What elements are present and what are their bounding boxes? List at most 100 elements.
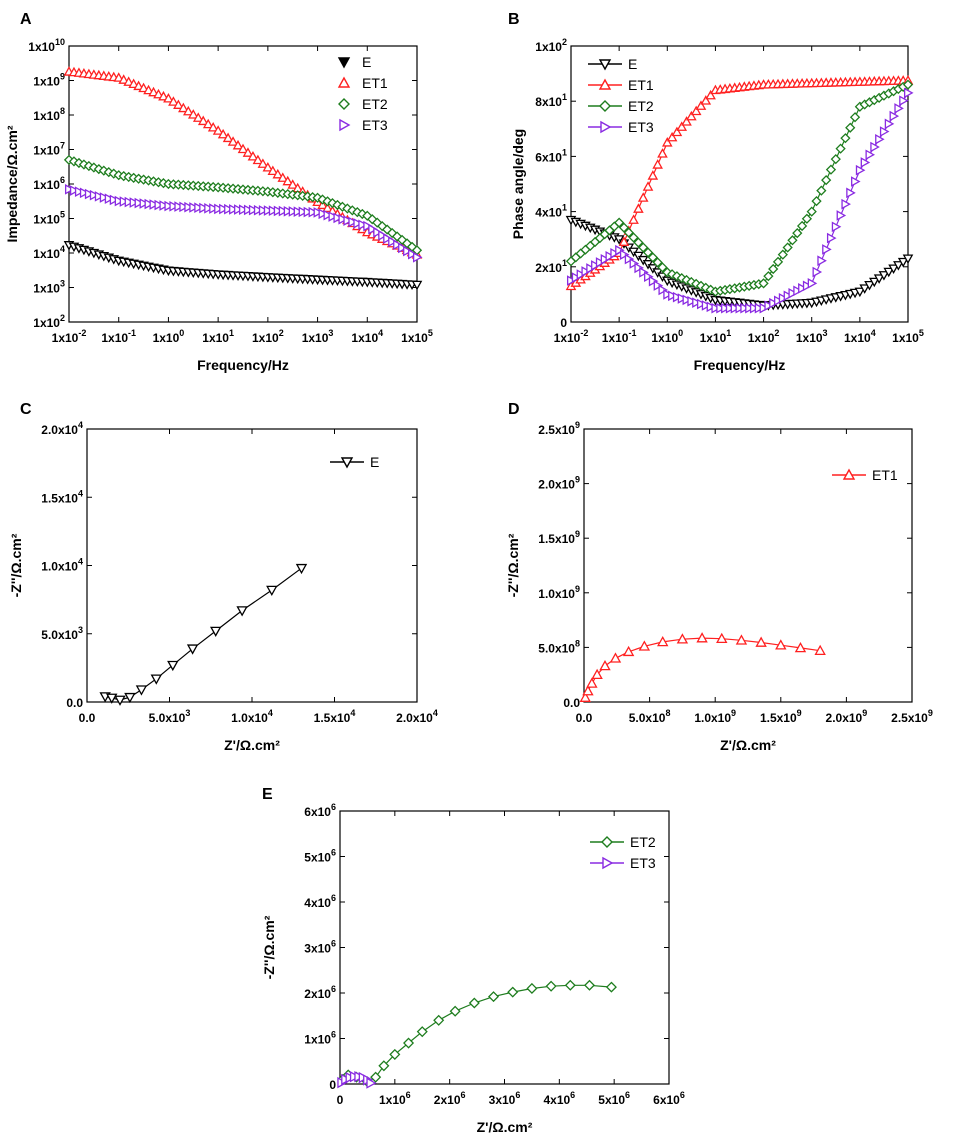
data-point-et2	[772, 256, 784, 267]
data-point-et3	[199, 202, 209, 214]
data-point-et1	[168, 96, 179, 106]
series-et2	[565, 79, 914, 297]
x-tick-label: 3x106	[489, 1090, 521, 1107]
data-point-et3	[393, 239, 403, 251]
data-point-et3	[94, 191, 105, 202]
data-point-et2	[830, 154, 841, 165]
data-point-et1	[681, 116, 692, 126]
data-point-et3	[802, 280, 813, 292]
legend-label-et1: ET1	[628, 77, 654, 93]
data-point-et3	[903, 87, 914, 99]
data-point-et1	[242, 147, 254, 157]
data-point-et1	[647, 170, 659, 180]
legend-label-e: E	[370, 454, 379, 470]
data-point-et3	[366, 1077, 377, 1089]
data-point-et1	[133, 80, 144, 91]
data-point-et1	[591, 668, 603, 680]
legend-marker-e	[340, 457, 354, 469]
data-point-et1	[696, 632, 708, 643]
data-point-et3	[639, 267, 649, 278]
data-point-et1	[237, 143, 249, 154]
x-tick-label: 1x104	[351, 328, 383, 345]
data-point-et1	[232, 139, 244, 150]
data-point-et2	[389, 1048, 401, 1060]
data-point-e	[873, 274, 885, 284]
data-point-et3	[591, 260, 601, 271]
data-point-et3	[687, 295, 697, 307]
series-et3	[64, 184, 423, 263]
data-point-et3	[164, 200, 174, 212]
data-point-et3	[323, 209, 334, 221]
x-axis-title: Frequency/Hz	[694, 357, 786, 373]
data-point-et2	[628, 232, 639, 243]
data-point-et1	[671, 126, 683, 137]
data-point-et2	[638, 242, 649, 253]
data-point-et3	[831, 221, 842, 233]
data-point-et1	[192, 112, 204, 122]
data-point-et1	[690, 105, 702, 116]
data-point-et1	[666, 131, 678, 142]
data-point-et1	[609, 652, 622, 663]
data-point-et3	[378, 230, 388, 241]
data-point-e	[864, 281, 875, 291]
data-point-et3	[696, 298, 707, 310]
data-point-et3	[154, 199, 165, 211]
y-tick-label: 0.0	[563, 696, 580, 710]
data-point-et3	[234, 204, 244, 215]
data-point-et1	[657, 148, 668, 158]
y-tick-label: 1x106	[304, 1030, 336, 1047]
legend-label-et3: ET3	[630, 855, 656, 871]
data-point-et3	[793, 285, 803, 297]
y-tick-label: 2x101	[535, 258, 567, 275]
x-tick-label: 1.0x109	[694, 708, 736, 725]
data-point-et1	[622, 645, 635, 657]
data-point-et3	[595, 257, 606, 268]
chart-panel-a: A 1x10-2 1x10-1 1x100 1x101 1x102 1x103 1x104 1x…	[4, 11, 433, 373]
legend-label-e: E	[628, 56, 637, 72]
data-point-et2	[792, 228, 803, 239]
data-point-et3	[735, 302, 746, 314]
data-point-et1	[113, 72, 125, 82]
x-tick-label: 1x10-1	[101, 328, 136, 345]
series-line-et3	[570, 92, 909, 309]
data-point-et1	[202, 118, 214, 129]
data-point-et3	[624, 253, 635, 265]
y-tick-label: 8x101	[535, 92, 567, 109]
data-point-et1	[735, 634, 748, 645]
data-point-e	[868, 277, 880, 288]
data-point-et3	[209, 203, 219, 214]
data-point-et3	[706, 301, 717, 313]
y-tick-label: 0	[560, 316, 567, 330]
data-point-e	[186, 644, 199, 655]
series-et2	[63, 154, 423, 256]
data-point-et2	[796, 220, 808, 232]
data-point-et3	[348, 216, 358, 228]
series-et1	[63, 66, 423, 259]
data-point-et3	[303, 206, 314, 218]
data-point-e	[124, 692, 136, 704]
data-point-et1	[642, 181, 654, 191]
panel-label-d: D	[508, 401, 520, 418]
data-point-et1	[197, 115, 209, 126]
data-point-et3	[353, 218, 363, 229]
data-point-et3	[586, 263, 596, 274]
y-tick-label: 1.0x109	[538, 584, 580, 601]
y-tick-label: 1x107	[33, 141, 65, 158]
data-point-e	[167, 660, 179, 672]
data-point-et1	[676, 633, 689, 644]
data-point-et2	[488, 991, 500, 1003]
y-tick-label: 1x104	[33, 244, 65, 261]
data-point-et1	[158, 90, 169, 101]
plot-frame	[86, 428, 418, 703]
x-tick-label: 1.5x109	[760, 708, 802, 725]
plot-frame	[583, 428, 913, 703]
data-point-et3	[875, 133, 885, 145]
y-axis-title: -Z''/Ω.cm²	[261, 915, 277, 979]
x-axis-title: Z'/Ω.cm²	[720, 737, 776, 753]
data-point-et3	[754, 302, 765, 314]
data-point-e	[893, 261, 904, 271]
data-point-et3	[851, 176, 861, 187]
y-tick-label: 0.0	[66, 696, 83, 710]
y-tick-label: 5.0x103	[41, 625, 83, 642]
panel-label-e: E	[262, 786, 273, 803]
